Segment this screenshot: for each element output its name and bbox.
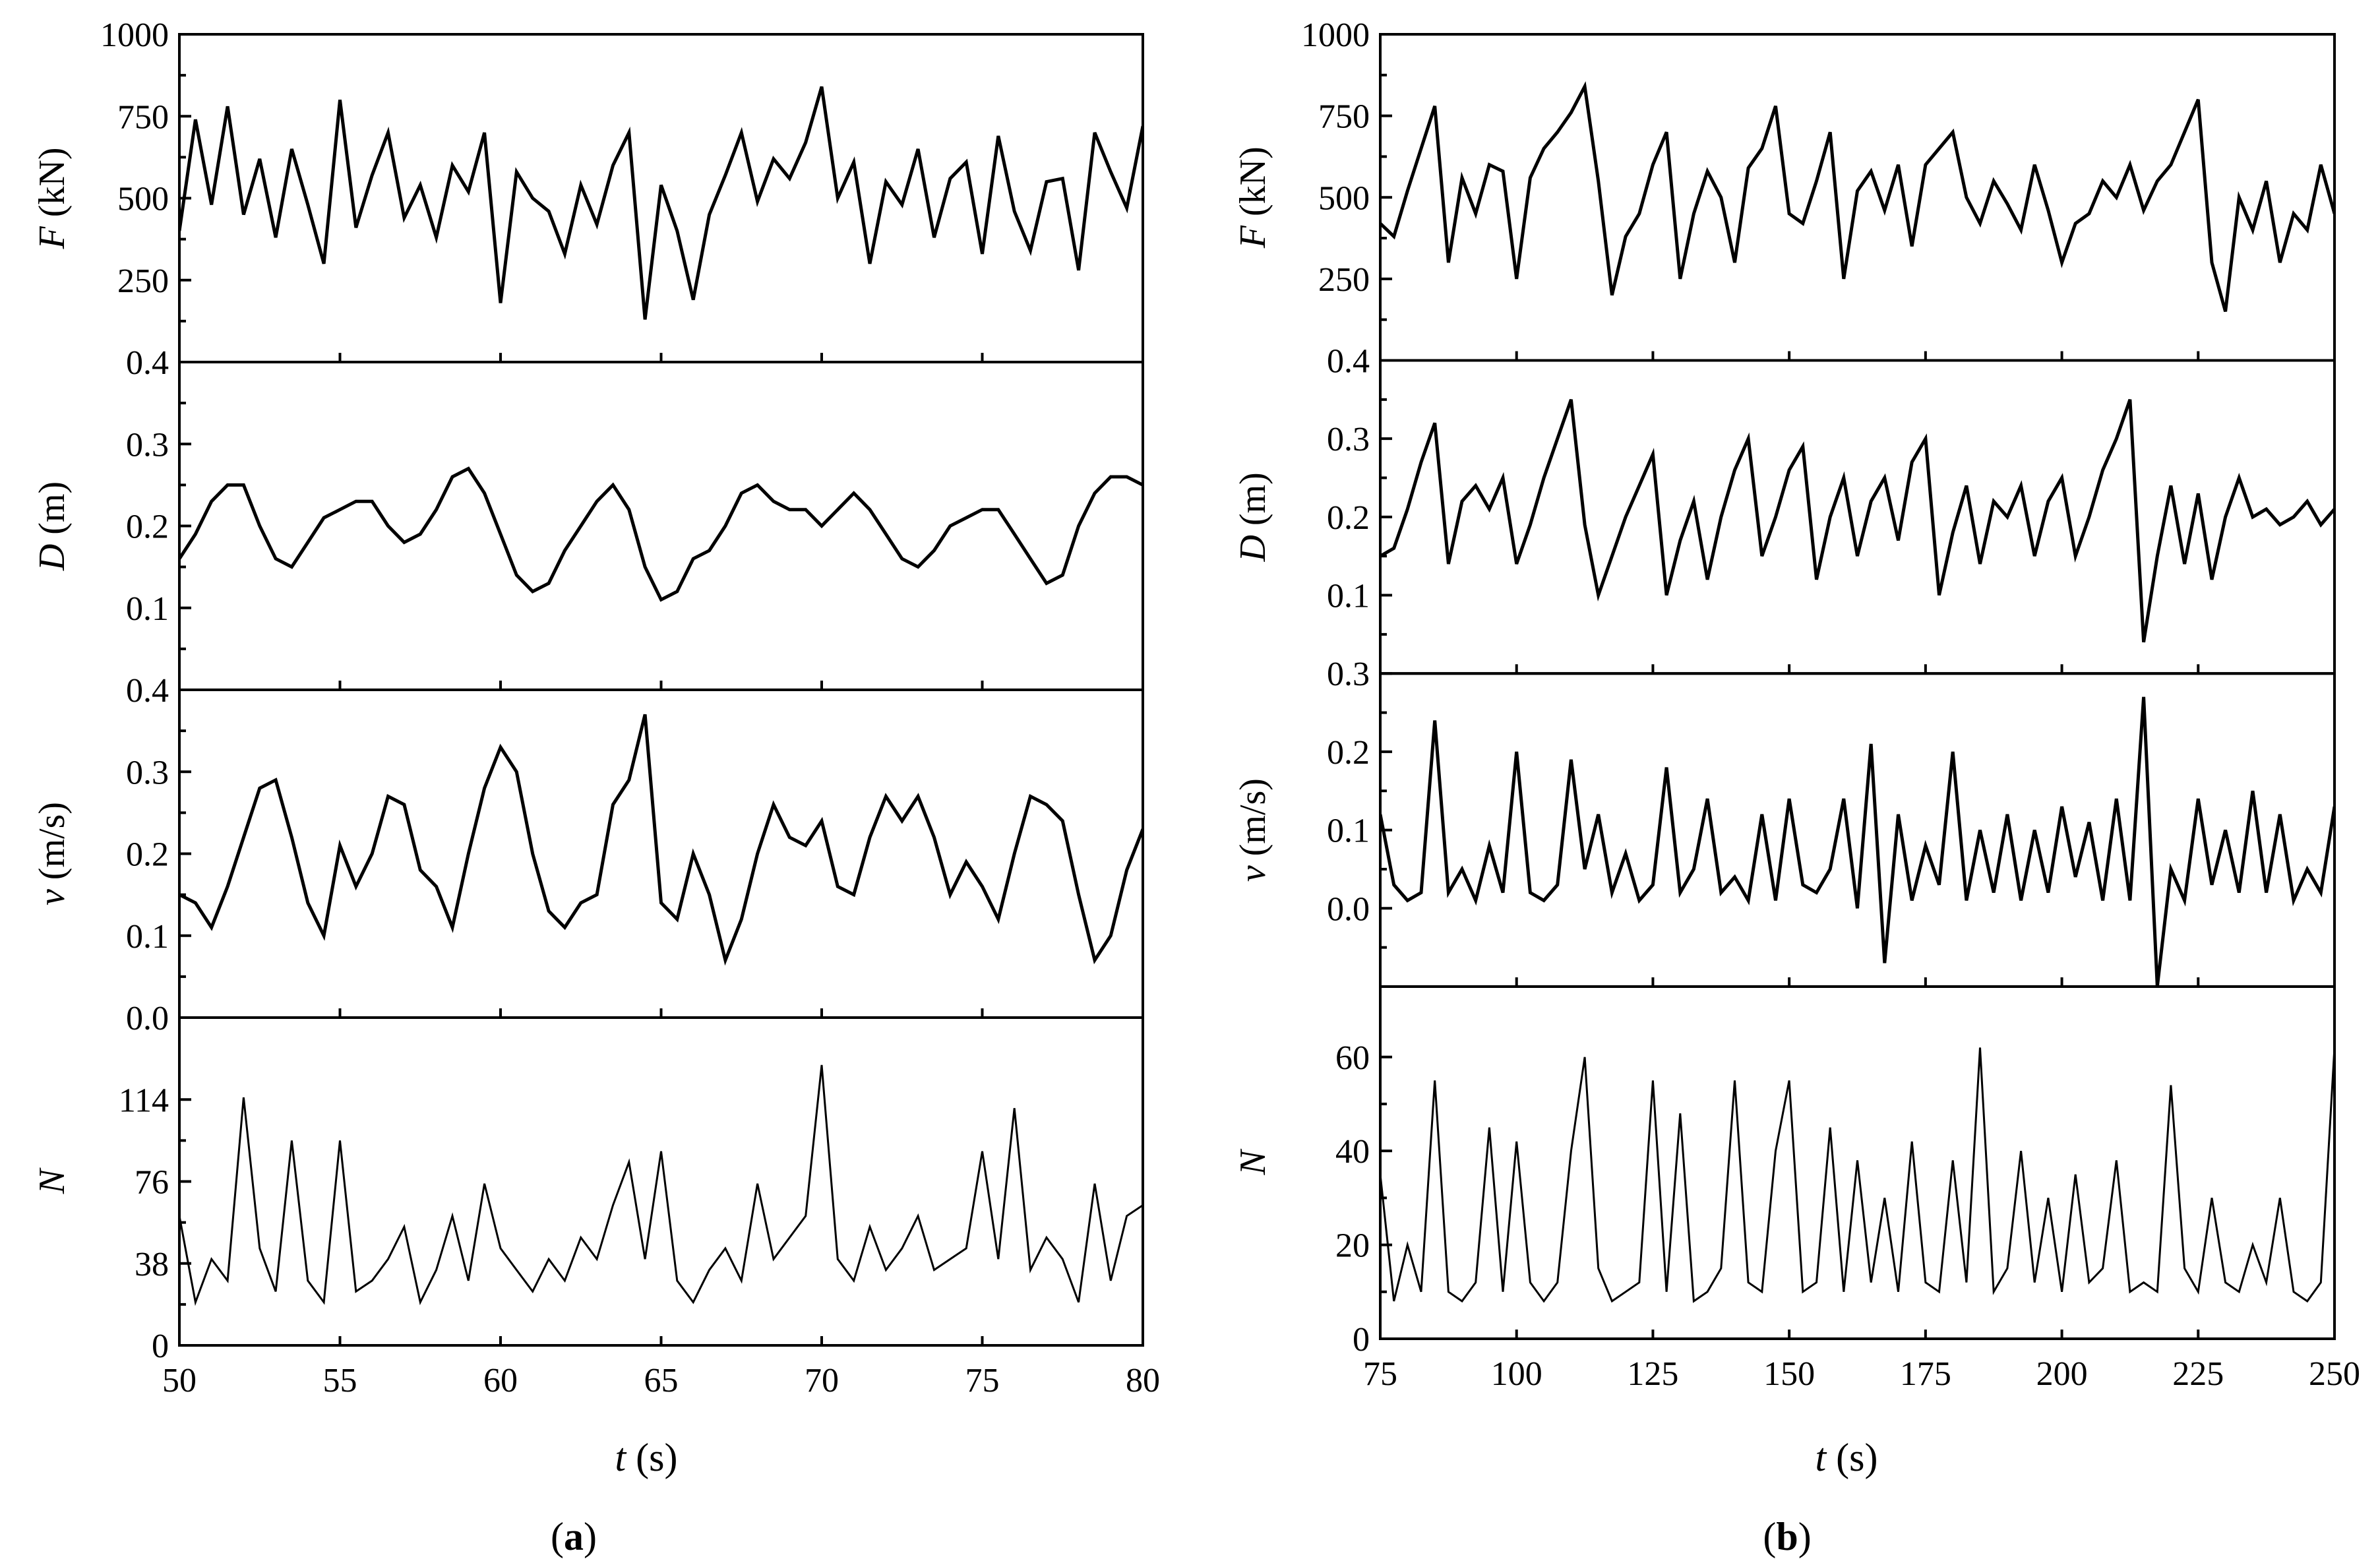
y-axis-label-a-D: D (m) [32,481,73,571]
x-tick-label-b-4: 175 [1900,1355,1951,1393]
y-tick-label-b-N-2: 40 [1335,1133,1370,1171]
y-tick-label-a-D-2: 0.3 [126,426,169,464]
y-tick-label-b-F-2: 750 [1318,98,1370,136]
series-line-b-D [1380,398,2334,643]
x-tick-label-b-0: 75 [1363,1355,1397,1393]
subplot-a-F: 250 500 750 1000 F (kN) [32,16,1144,363]
y-tick-label-b-v-3: 0.3 [1327,656,1370,693]
x-tick-label-a-1: 55 [323,1362,357,1399]
series-line-b-v [1380,696,2334,987]
y-tick-label-b-v-0: 0.0 [1327,890,1370,928]
x-tick-label-b-5: 200 [2036,1355,2088,1393]
y-tick-label-b-N-1: 20 [1335,1227,1370,1265]
y-tick-label-a-v-4: 0.4 [126,672,169,710]
y-tick-label-b-D-2: 0.3 [1327,421,1370,458]
axis-frame-b-N [1379,985,2336,1340]
x-tick-label-a-6: 80 [1126,1362,1160,1399]
y-tick-label-a-F-1: 500 [117,181,169,218]
x-tick-label-b-7: 250 [2309,1355,2360,1393]
y-tick-label-a-v-2: 0.2 [126,836,169,874]
y-tick-label-a-D-1: 0.2 [126,508,169,546]
x-axis-label-a: t (s) [615,1436,678,1479]
y-tick-label-a-N-0: 0 [152,1328,169,1365]
series-line-a-v [179,714,1143,966]
panel-label-b: (b) [1763,1515,1811,1558]
y-tick-label-a-v-1: 0.1 [126,918,169,956]
x-tick-label-a-5: 75 [965,1362,1000,1399]
x-tick-label-b-6: 225 [2172,1355,2224,1393]
y-axis-label-a-N: N [32,1167,73,1194]
series-line-b-F [1380,81,2334,312]
series-line-a-N [179,1064,1143,1306]
y-tick-label-b-N-3: 60 [1335,1039,1370,1077]
subplot-b-v: 0.0 0.1 0.2 0.3 v (m/s) [1233,656,2336,988]
x-tick-label-a-3: 65 [644,1362,679,1399]
x-tick-label-a-4: 70 [805,1362,839,1399]
panel-label-a: (a) [551,1515,597,1558]
y-tick-label-a-F-3: 1000 [100,16,169,54]
y-tick-label-b-F-0: 250 [1318,261,1370,299]
y-tick-label-a-N-3: 114 [119,1082,169,1119]
y-tick-label-b-N-0: 0 [1353,1321,1370,1359]
subplot-a-v: 0.0 0.1 0.2 0.3 0.4 v (m/s) [32,672,1144,1037]
x-tick-label-b-3: 150 [1763,1355,1815,1393]
subplot-a-D: 0.1 0.2 0.3 0.4 D (m) [32,344,1144,691]
y-tick-label-b-D-3: 0.4 [1327,343,1370,381]
y-axis-label-b-D: D (m) [1233,472,1273,562]
y-tick-label-a-D-3: 0.4 [126,344,169,382]
y-tick-label-a-N-1: 38 [135,1246,169,1283]
axis-frame-a-v [178,689,1144,1019]
y-axis-label-b-F: F (kN) [1233,146,1273,249]
subplot-a-N: 0 38 76 114 N [32,1016,1144,1365]
axis-frame-b-D [1379,359,2336,675]
axis-frame-a-D [178,361,1144,691]
y-tick-label-a-v-3: 0.3 [126,754,169,791]
series-line-a-F [179,86,1143,320]
y-axis-label-b-N: N [1233,1149,1273,1176]
y-axis-label-b-v: v (m/s) [1233,778,1273,882]
y-tick-label-a-F-0: 250 [117,262,169,300]
y-tick-label-b-v-2: 0.2 [1327,734,1370,772]
series-line-a-D [179,466,1143,602]
y-axis-label-a-F: F (kN) [32,148,73,250]
subplot-b-F: 250 500 750 1000 F (kN) [1233,16,2336,362]
y-axis-label-a-v: v (m/s) [32,802,73,905]
y-tick-label-b-F-3: 1000 [1301,16,1370,54]
y-tick-label-a-v-0: 0.0 [126,1000,169,1037]
y-tick-label-b-v-1: 0.1 [1327,812,1370,850]
x-tick-label-a-0: 50 [162,1362,197,1399]
y-tick-label-a-N-2: 76 [135,1164,169,1202]
subplot-b-N: 0 20 40 60 N [1233,985,2336,1359]
x-tick-label-a-2: 60 [483,1362,518,1399]
x-tick-label-b-2: 125 [1627,1355,1678,1393]
subplot-b-D: 0.1 0.2 0.3 0.4 D (m) [1233,343,2336,675]
y-tick-label-a-F-2: 750 [117,98,169,136]
y-tick-label-b-F-1: 500 [1318,179,1370,217]
y-tick-label-a-D-0: 0.1 [126,590,169,628]
series-line-b-N [1380,1047,2334,1303]
y-tick-label-b-D-0: 0.1 [1327,578,1370,615]
y-tick-label-b-D-1: 0.2 [1327,499,1370,537]
x-axis-label-b: t (s) [1816,1436,1878,1479]
x-tick-label-b-1: 100 [1491,1355,1542,1393]
